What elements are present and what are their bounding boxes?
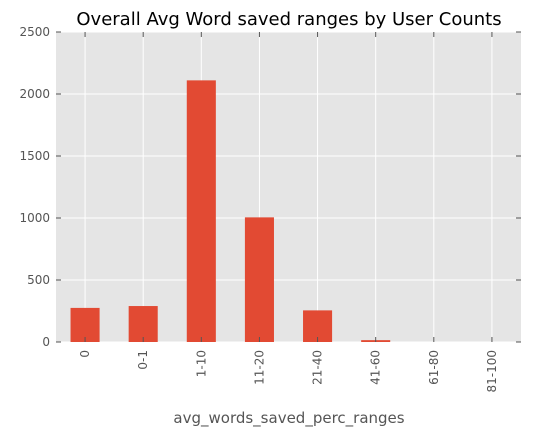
y-tick-label: 0 bbox=[42, 335, 50, 349]
y-tick-label: 2500 bbox=[19, 25, 50, 39]
x-tick-labels: 0 0-1 1-10 11-20 21-40 41-60 61-80 81-100 bbox=[78, 350, 499, 393]
chart-title: Overall Avg Word saved ranges by User Co… bbox=[76, 9, 501, 30]
y-tick-label: 500 bbox=[27, 273, 50, 287]
x-tick-label: 0 bbox=[78, 350, 92, 358]
grid-lines bbox=[56, 31, 521, 343]
y-tick-label: 1000 bbox=[19, 211, 50, 225]
y-tick-labels: 0 500 1000 1500 2000 2500 bbox=[19, 25, 50, 349]
tick-marks bbox=[56, 31, 521, 343]
plot-background bbox=[56, 32, 521, 342]
x-tick-label: 11-20 bbox=[252, 350, 266, 385]
bars bbox=[70, 80, 391, 343]
bar-0-1 bbox=[128, 306, 158, 342]
x-tick-label: 81-100 bbox=[485, 350, 499, 393]
bar-21-40 bbox=[303, 310, 333, 342]
x-tick-label: 61-80 bbox=[427, 350, 441, 385]
x-tick-label: 0-1 bbox=[136, 350, 150, 370]
bar-1-10 bbox=[186, 80, 216, 343]
x-tick-label: 21-40 bbox=[311, 350, 325, 385]
bar-11-20 bbox=[244, 217, 274, 342]
y-tick-label: 2000 bbox=[19, 87, 50, 101]
x-axis-label: avg_words_saved_perc_ranges bbox=[173, 409, 404, 428]
y-tick-label: 1500 bbox=[19, 149, 50, 163]
bar-0 bbox=[70, 307, 100, 342]
x-tick-label: 1-10 bbox=[194, 350, 208, 377]
x-tick-label: 41-60 bbox=[369, 350, 383, 385]
